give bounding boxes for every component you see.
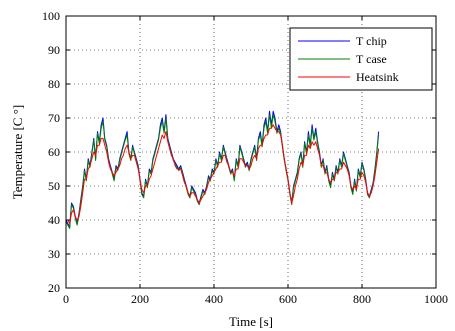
x-tick-label: 600 — [279, 292, 297, 306]
y-tick-label: 60 — [48, 145, 60, 159]
y-tick-label: 100 — [42, 9, 60, 23]
x-tick-label: 800 — [353, 292, 371, 306]
series-line-heatsink — [66, 124, 380, 224]
y-tick-label: 90 — [48, 43, 60, 57]
y-tick-label: 50 — [48, 179, 60, 193]
y-tick-label: 40 — [48, 213, 60, 227]
x-tick-label: 1000 — [424, 292, 448, 306]
legend-label-heatsink: Heatsink — [356, 70, 399, 84]
x-tick-label: 400 — [205, 292, 223, 306]
series-lines — [65, 110, 380, 229]
legend-label-t-case: T case — [356, 52, 387, 66]
y-axis-title: Temperature [C °] — [10, 105, 25, 200]
y-tick-label: 30 — [48, 247, 60, 261]
y-tick-label: 70 — [48, 111, 60, 125]
legend: T chip T case Heatsink — [289, 27, 433, 91]
axis-ticks: 0 200 400 600 800 1000 20 30 40 50 60 70 80 90 100 — [42, 9, 448, 306]
legend-box — [289, 27, 433, 91]
legend-label-t-chip: T chip — [356, 34, 387, 48]
x-axis-title: Time [s] — [229, 314, 273, 329]
y-tick-label: 20 — [48, 281, 60, 295]
x-tick-label: 0 — [63, 292, 69, 306]
y-tick-label: 80 — [48, 77, 60, 91]
x-tick-label: 200 — [131, 292, 149, 306]
